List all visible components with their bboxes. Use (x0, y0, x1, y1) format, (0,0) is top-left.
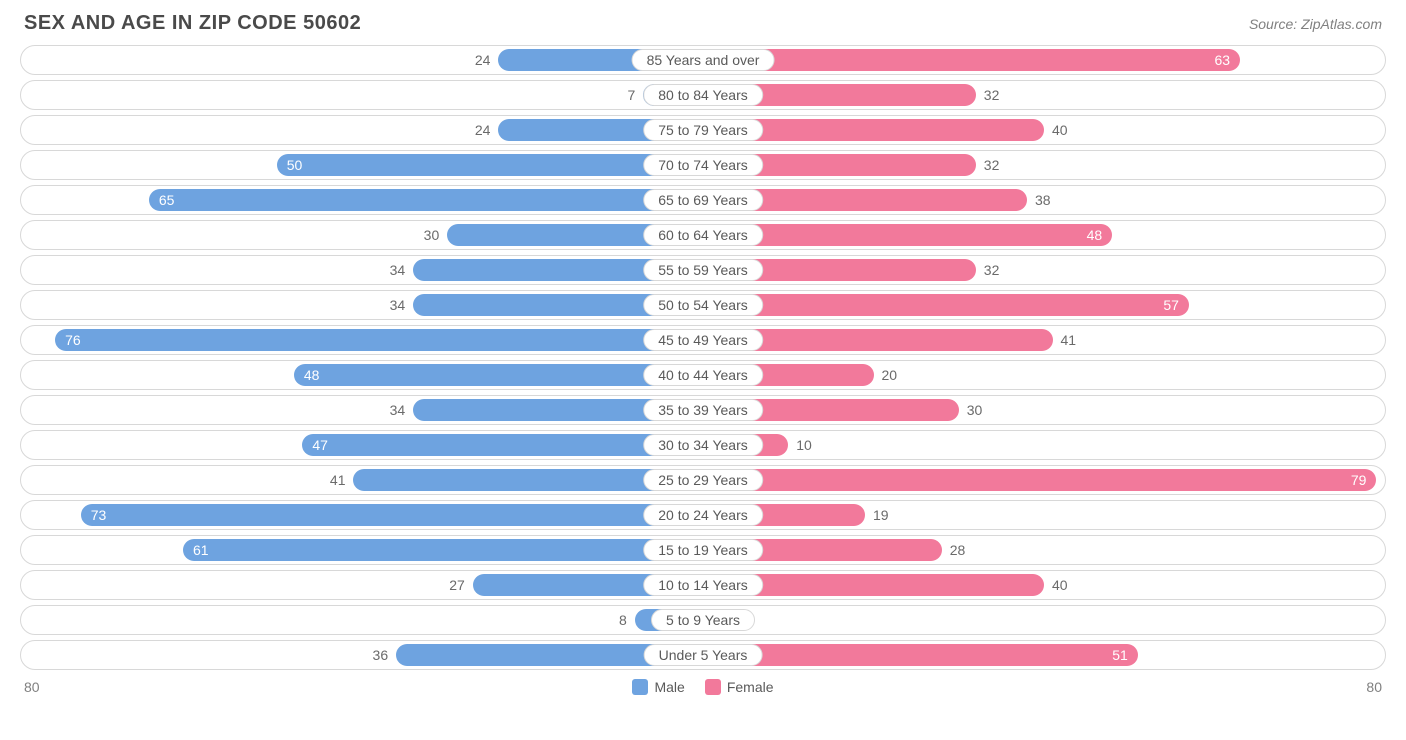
female-value: 57 (1163, 297, 1179, 313)
female-value: 10 (788, 437, 812, 453)
female-value: 41 (1053, 332, 1077, 348)
female-value: 30 (959, 402, 983, 418)
age-category-label: 80 to 84 Years (643, 84, 763, 106)
chart-row: 48 20 40 to 44 Years (20, 360, 1386, 390)
age-category-label: 25 to 29 Years (643, 469, 763, 491)
chart-row: 24 63 85 Years and over (20, 45, 1386, 75)
chart-row: 34 30 35 to 39 Years (20, 395, 1386, 425)
female-value: 32 (976, 157, 1000, 173)
legend-swatch-male (632, 679, 648, 695)
chart-row: 34 57 50 to 54 Years (20, 290, 1386, 320)
age-category-label: 55 to 59 Years (643, 259, 763, 281)
male-bar: 65 (149, 189, 703, 211)
age-category-label: 5 to 9 Years (651, 609, 755, 631)
legend-swatch-female (705, 679, 721, 695)
age-category-label: 60 to 64 Years (643, 224, 763, 246)
female-value: 19 (865, 507, 889, 523)
chart-row: 61 28 15 to 19 Years (20, 535, 1386, 565)
male-value: 34 (390, 297, 414, 313)
chart-row: 7 32 80 to 84 Years (20, 80, 1386, 110)
age-category-label: 65 to 69 Years (643, 189, 763, 211)
age-category-label: 45 to 49 Years (643, 329, 763, 351)
male-value: 73 (91, 507, 107, 523)
chart-row: 73 19 20 to 24 Years (20, 500, 1386, 530)
male-value: 7 (628, 87, 644, 103)
legend-label-female: Female (727, 679, 774, 695)
chart-header: SEX AND AGE IN ZIP CODE 50602 Source: Zi… (0, 0, 1406, 45)
age-category-label: 85 Years and over (632, 49, 775, 71)
male-value: 30 (424, 227, 448, 243)
male-value: 76 (65, 332, 81, 348)
chart-row: 36 51 Under 5 Years (20, 640, 1386, 670)
chart-row: 24 40 75 to 79 Years (20, 115, 1386, 145)
age-category-label: 15 to 19 Years (643, 539, 763, 561)
female-value: 20 (874, 367, 898, 383)
female-value: 38 (1027, 192, 1051, 208)
female-value: 28 (942, 542, 966, 558)
female-bar: 51 (703, 644, 1138, 666)
female-bar: 63 (703, 49, 1240, 71)
age-category-label: 30 to 34 Years (643, 434, 763, 456)
pyramid-chart: 24 63 85 Years and over 7 32 80 to 84 Years 24… (0, 45, 1406, 670)
female-bar: 48 (703, 224, 1112, 246)
male-bar: 73 (81, 504, 703, 526)
male-value: 65 (159, 192, 175, 208)
male-value: 48 (304, 367, 320, 383)
chart-row: 34 32 55 to 59 Years (20, 255, 1386, 285)
female-value: 32 (976, 262, 1000, 278)
age-category-label: 70 to 74 Years (643, 154, 763, 176)
legend-label-male: Male (654, 679, 684, 695)
chart-row: 76 41 45 to 49 Years (20, 325, 1386, 355)
chart-row: 41 79 25 to 29 Years (20, 465, 1386, 495)
male-value: 47 (312, 437, 328, 453)
age-category-label: 35 to 39 Years (643, 399, 763, 421)
male-bar: 50 (277, 154, 703, 176)
male-value: 36 (373, 647, 397, 663)
chart-row: 50 32 70 to 74 Years (20, 150, 1386, 180)
chart-row: 835 to 9 Years (20, 605, 1386, 635)
female-value: 51 (1112, 647, 1128, 663)
female-value: 48 (1087, 227, 1103, 243)
female-value: 79 (1351, 472, 1367, 488)
age-category-label: 75 to 79 Years (643, 119, 763, 141)
age-category-label: 10 to 14 Years (643, 574, 763, 596)
male-bar: 61 (183, 539, 703, 561)
male-value: 34 (390, 262, 414, 278)
male-value: 61 (193, 542, 209, 558)
legend-item-male: Male (632, 679, 684, 695)
male-value: 24 (475, 52, 499, 68)
male-value: 50 (287, 157, 303, 173)
male-value: 24 (475, 122, 499, 138)
male-value: 27 (449, 577, 473, 593)
female-value: 32 (976, 87, 1000, 103)
female-value: 63 (1214, 52, 1230, 68)
female-value: 40 (1044, 122, 1068, 138)
legend: Male Female (632, 679, 773, 695)
age-category-label: 40 to 44 Years (643, 364, 763, 386)
chart-footer: 80 Male Female 80 (0, 675, 1406, 695)
female-bar: 79 (703, 469, 1376, 491)
age-category-label: Under 5 Years (644, 644, 763, 666)
axis-max-left: 80 (24, 679, 40, 695)
age-category-label: 50 to 54 Years (643, 294, 763, 316)
male-bar: 48 (294, 364, 703, 386)
male-value: 41 (330, 472, 354, 488)
chart-row: 27 40 10 to 14 Years (20, 570, 1386, 600)
chart-title: SEX AND AGE IN ZIP CODE 50602 (24, 12, 361, 35)
chart-row: 47 10 30 to 34 Years (20, 430, 1386, 460)
male-value: 8 (619, 612, 635, 628)
age-category-label: 20 to 24 Years (643, 504, 763, 526)
male-value: 34 (390, 402, 414, 418)
female-value: 40 (1044, 577, 1068, 593)
chart-row: 30 48 60 to 64 Years (20, 220, 1386, 250)
male-bar: 76 (55, 329, 703, 351)
chart-source: Source: ZipAtlas.com (1249, 16, 1382, 32)
female-bar: 57 (703, 294, 1189, 316)
chart-row: 65 38 65 to 69 Years (20, 185, 1386, 215)
axis-max-right: 80 (1366, 679, 1382, 695)
legend-item-female: Female (705, 679, 774, 695)
